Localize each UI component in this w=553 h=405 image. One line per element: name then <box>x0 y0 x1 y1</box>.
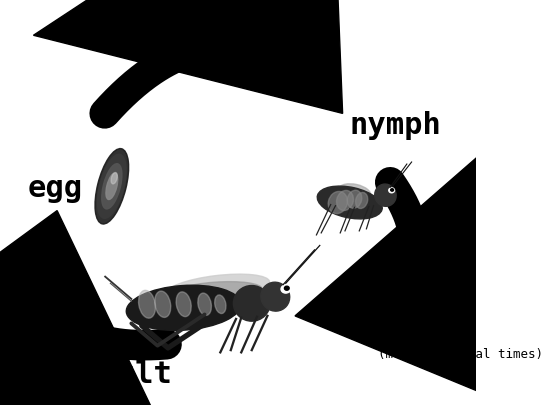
Ellipse shape <box>338 184 371 201</box>
Polygon shape <box>0 211 179 405</box>
Ellipse shape <box>215 295 226 313</box>
Ellipse shape <box>389 188 394 193</box>
Polygon shape <box>34 0 343 113</box>
Text: egg: egg <box>27 174 82 203</box>
Ellipse shape <box>126 285 241 330</box>
Ellipse shape <box>155 291 171 318</box>
Polygon shape <box>295 119 553 405</box>
Ellipse shape <box>106 173 118 200</box>
Ellipse shape <box>261 282 290 311</box>
Ellipse shape <box>166 274 269 301</box>
Ellipse shape <box>284 286 289 290</box>
Text: nymph: nymph <box>349 111 441 140</box>
Ellipse shape <box>176 292 191 317</box>
Ellipse shape <box>337 190 353 211</box>
Text: adult: adult <box>80 360 172 389</box>
Ellipse shape <box>233 286 270 321</box>
Ellipse shape <box>102 164 122 209</box>
Ellipse shape <box>111 173 117 184</box>
Ellipse shape <box>375 184 396 206</box>
Text: (moults several times): (moults several times) <box>378 348 543 361</box>
Ellipse shape <box>390 189 394 191</box>
Ellipse shape <box>95 149 129 224</box>
Ellipse shape <box>328 192 347 213</box>
Ellipse shape <box>139 290 155 318</box>
Ellipse shape <box>356 192 368 209</box>
Text: 4 - 7 weeks: 4 - 7 weeks <box>378 324 461 337</box>
Ellipse shape <box>347 190 362 208</box>
Ellipse shape <box>198 293 211 315</box>
Ellipse shape <box>97 154 126 218</box>
Ellipse shape <box>317 186 382 219</box>
Ellipse shape <box>168 281 262 303</box>
Text: about 2 weeks: about 2 weeks <box>199 24 296 37</box>
Ellipse shape <box>281 285 290 293</box>
